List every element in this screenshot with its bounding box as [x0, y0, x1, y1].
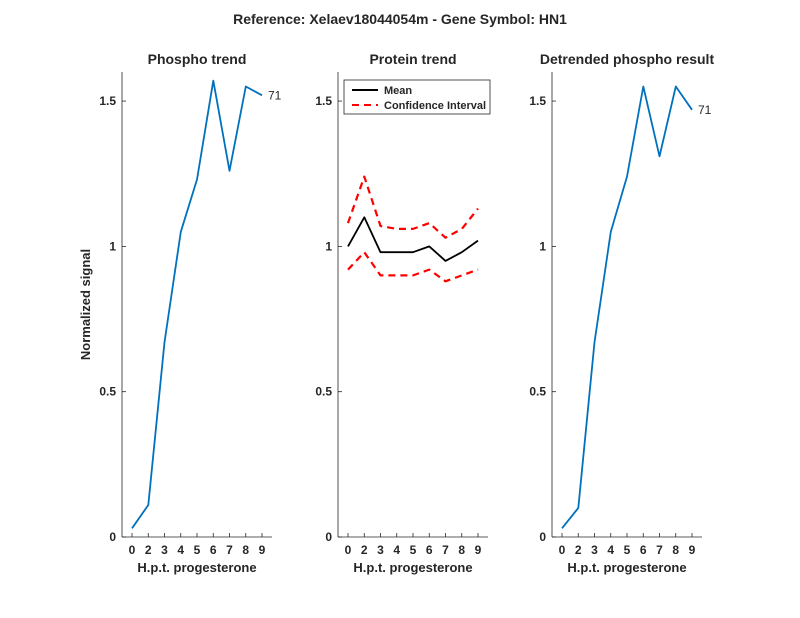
y-tick-label: 1.5 — [99, 94, 116, 108]
x-tick-label: 6 — [210, 543, 217, 557]
series-end-label: 71 — [268, 88, 282, 102]
legend: Mean Confidence Interval — [343, 79, 491, 115]
series-line-1 — [561, 85, 693, 529]
x-axis-title: H.p.t. progesterone — [567, 560, 686, 575]
y-tick-label: 1 — [539, 239, 546, 253]
x-axis-title: H.p.t. progesterone — [137, 560, 256, 575]
x-tick-label: 7 — [226, 543, 233, 557]
x-tick-label: 4 — [177, 543, 184, 557]
x-tick-label: 2 — [361, 543, 368, 557]
x-tick-label: 4 — [393, 543, 400, 557]
y-tick-label: 1.5 — [315, 94, 332, 108]
x-axis-title: H.p.t. progesterone — [353, 560, 472, 575]
figure-title: Reference: Xelaev18044054m - Gene Symbol… — [233, 11, 567, 27]
x-tick-label: 8 — [672, 543, 679, 557]
y-tick-label: 0 — [109, 530, 116, 544]
panel-title: Detrended phospho result — [540, 51, 715, 67]
x-tick-label: 0 — [345, 543, 352, 557]
x-tick-label: 3 — [591, 543, 598, 557]
x-tick-label: 8 — [242, 543, 249, 557]
y-tick-label: 1 — [325, 239, 332, 253]
y-tick-label: 0.5 — [529, 385, 546, 399]
y-tick-label: 0.5 — [315, 385, 332, 399]
y-tick-label: 0.5 — [99, 385, 116, 399]
x-tick-label: 7 — [442, 543, 449, 557]
y-tick-label: 1.5 — [529, 94, 546, 108]
x-tick-label: 9 — [689, 543, 696, 557]
y-tick-label: 0 — [325, 530, 332, 544]
series-end-label: 71 — [698, 103, 712, 117]
x-tick-label: 5 — [624, 543, 631, 557]
x-tick-label: 9 — [475, 543, 482, 557]
x-tick-label: 5 — [194, 543, 201, 557]
y-axis-title: Normalized signal — [78, 249, 93, 360]
legend-label: Mean — [384, 85, 412, 97]
x-tick-label: 6 — [426, 543, 433, 557]
y-tick-label: 1 — [109, 239, 116, 253]
series-line-1 — [347, 216, 479, 262]
series-line-3 — [347, 251, 479, 283]
x-tick-label: 2 — [145, 543, 152, 557]
x-tick-label: 2 — [575, 543, 582, 557]
x-tick-label: 8 — [458, 543, 465, 557]
y-tick-label: 0 — [539, 530, 546, 544]
panel-title: Phospho trend — [148, 51, 247, 67]
x-tick-label: 6 — [640, 543, 647, 557]
x-tick-label: 3 — [377, 543, 384, 557]
legend-label: Confidence Interval — [384, 100, 486, 112]
x-tick-label: 0 — [559, 543, 566, 557]
x-tick-label: 3 — [161, 543, 168, 557]
series-line-2 — [346, 175, 479, 239]
x-tick-label: 7 — [656, 543, 663, 557]
legend-box — [343, 79, 491, 115]
x-tick-label: 0 — [129, 543, 136, 557]
series-line-1 — [131, 79, 263, 529]
x-tick-label: 9 — [259, 543, 266, 557]
x-tick-label: 5 — [410, 543, 417, 557]
x-tick-label: 4 — [607, 543, 614, 557]
panel-title: Protein trend — [369, 51, 456, 67]
